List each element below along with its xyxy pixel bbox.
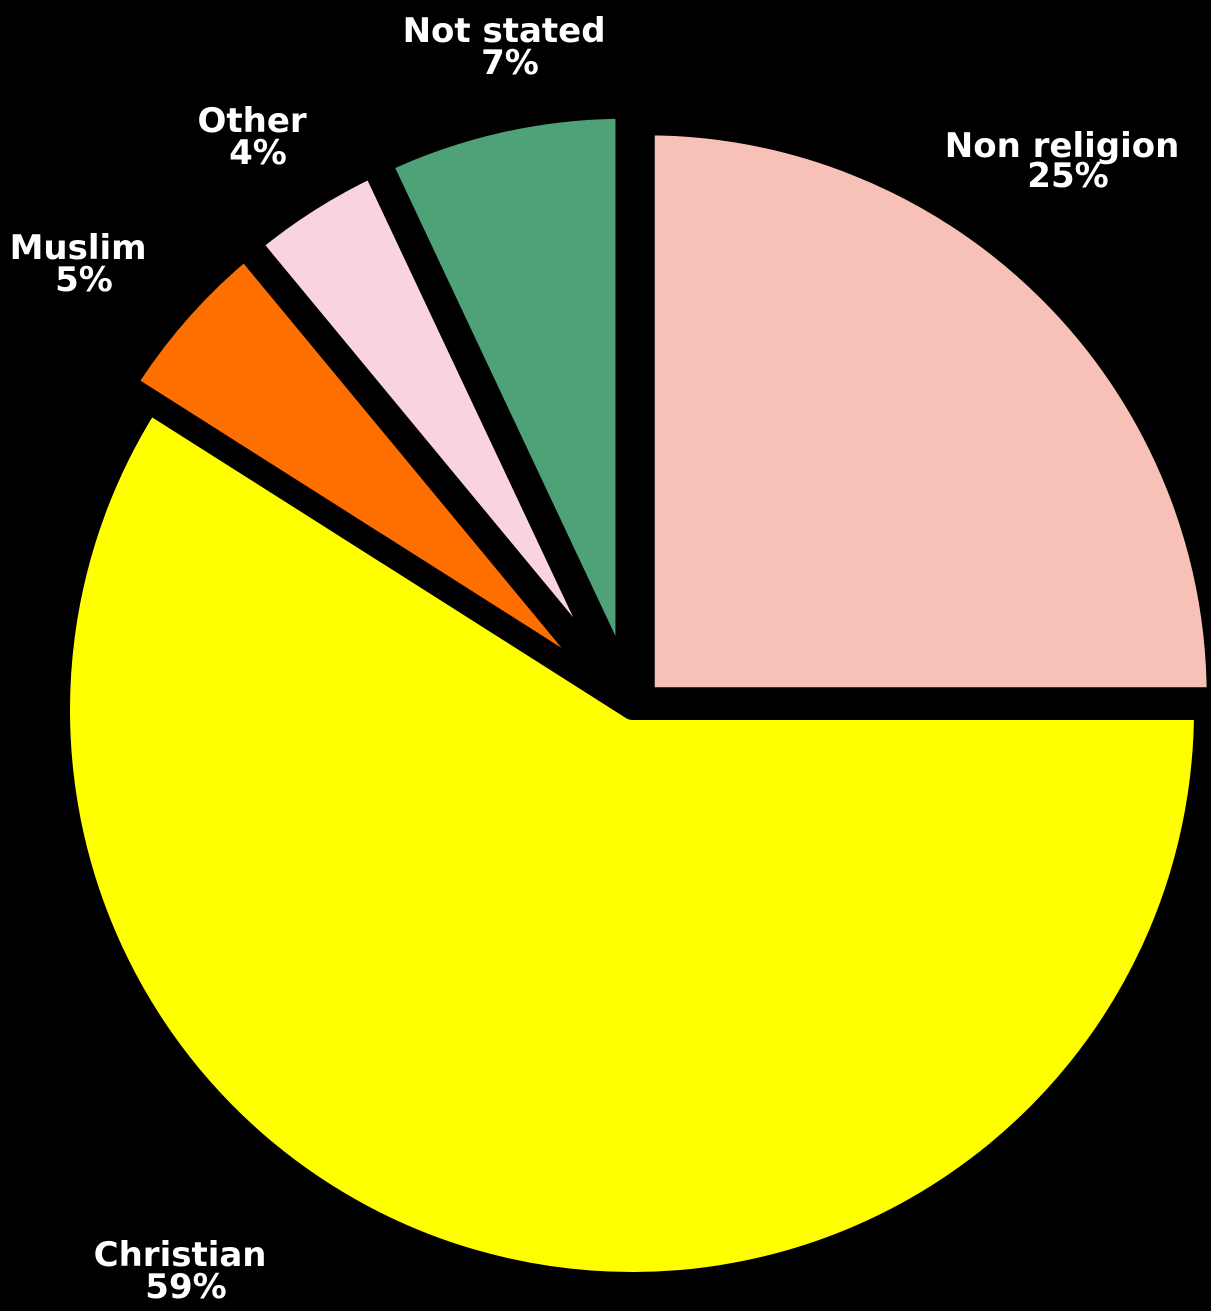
label-non-religion: Non religion 25% [945,126,1191,196]
label-not-stated: Not stated 7% [403,11,618,83]
pie-slice-other [241,157,626,695]
label-muslim-percent: 5% [55,260,113,300]
pie-slice-christian [50,393,1211,1292]
label-christian-percent: 59% [145,1267,226,1307]
label-christian-name: Christian [94,1235,267,1275]
label-muslim: Muslim 5% [10,228,159,300]
pie-slice-non-religion [634,115,1211,708]
label-other: Other 4% [197,101,318,173]
label-not-stated-percent: 7% [481,43,539,83]
label-non-religion-percent: 25% [1027,156,1108,196]
pie-slice-muslim [116,239,620,701]
pie-slice-not-stated [371,98,636,691]
pie-slices [50,98,1211,1292]
label-non-religion-name: Non religion [945,126,1180,166]
label-other-name: Other [197,101,306,141]
label-other-percent: 4% [229,133,287,173]
label-christian: Christian 59% [94,1235,279,1307]
label-not-stated-name: Not stated [403,11,606,51]
label-muslim-name: Muslim [10,228,147,268]
pie-labels: Non religion 25% Christian 59% Muslim 5%… [10,11,1191,1307]
